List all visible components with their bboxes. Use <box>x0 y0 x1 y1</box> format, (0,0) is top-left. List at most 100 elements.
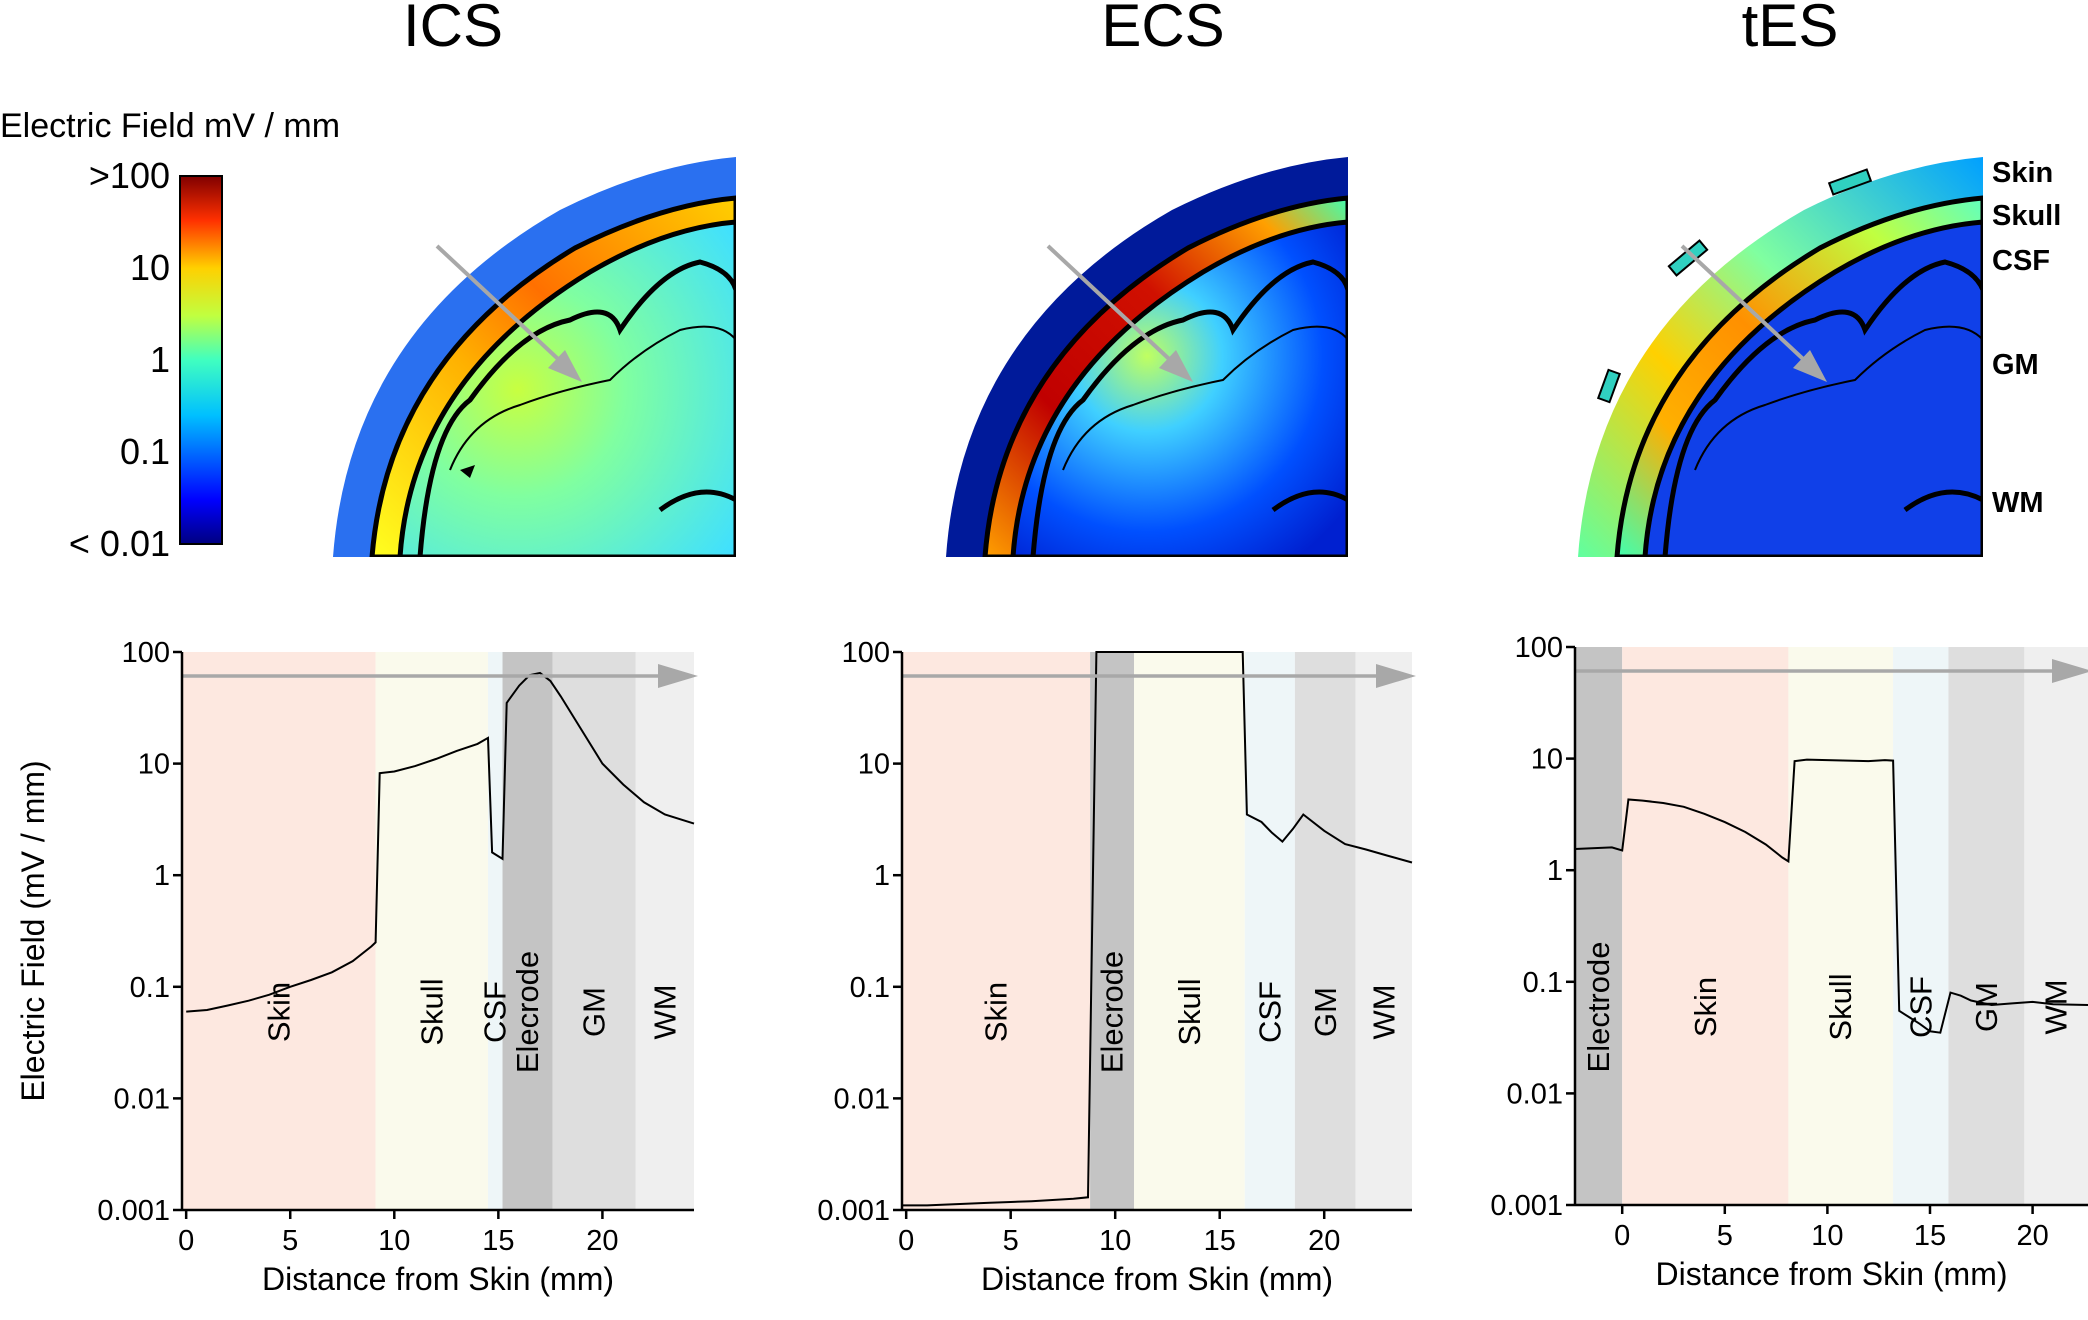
region-label-elecrode: Elecrode <box>510 951 545 1073</box>
region-label-csf: CSF <box>1903 976 1938 1038</box>
tissue-labels: Skin Skull CSF GM WM <box>1992 157 2061 519</box>
x-tick-label: 0 <box>898 1225 914 1257</box>
colorbar: Electric Field mV / mm >100 10 1 0.1 < 0.01 <box>0 107 340 564</box>
panel-title-ics: ICS <box>403 0 503 59</box>
x-tick-label: 15 <box>1204 1225 1236 1257</box>
electrode-pad <box>1667 239 1709 277</box>
region-label-wm: WM <box>2039 979 2074 1034</box>
brain-map-tes <box>1578 157 1983 557</box>
colorbar-tick-label: < 0.01 <box>69 523 170 564</box>
y-tick-label: 0.001 <box>817 1195 890 1227</box>
x-tick-label: 10 <box>378 1225 410 1257</box>
colorbar-gradient <box>179 175 223 545</box>
y-tick-label: 1 <box>154 860 170 892</box>
y-axis-title: Electric Field (mV / mm) <box>15 760 51 1101</box>
region-band-skin <box>182 652 376 1210</box>
probe-arrow-head <box>658 664 698 688</box>
region-label-electrode: Electrode <box>1581 942 1616 1073</box>
y-tick-label: 0.01 <box>834 1083 890 1115</box>
region-band-gm <box>552 652 636 1210</box>
chart-ecs: Skin Elecrode Skull CSF GM WM 0.001 0.01 0.1 1 10 1… <box>817 637 1416 1297</box>
y-tick-label: 0.01 <box>1507 1078 1563 1110</box>
region-label-skin: Skin <box>261 982 296 1042</box>
brain-arrow-tes <box>1680 244 1827 382</box>
x-tick-label: 15 <box>1914 1220 1946 1252</box>
y-tick-label: 1 <box>1547 855 1563 887</box>
x-tick-label: 20 <box>1308 1225 1340 1257</box>
probe-arrow-head <box>2052 659 2088 683</box>
brain-map-ics <box>333 157 736 557</box>
x-tick-label: 10 <box>1811 1220 1843 1252</box>
brain-map-ecs <box>946 157 1348 557</box>
colorbar-tick-label: >100 <box>89 155 170 196</box>
colorbar-tick-label: 10 <box>130 247 170 288</box>
region-label-skull: Skull <box>414 978 449 1045</box>
region-band-skull <box>1134 652 1245 1210</box>
region-label-wm: WM <box>1366 984 1401 1039</box>
region-band-skin <box>902 652 1091 1210</box>
y-tick-label: 0.1 <box>130 972 170 1004</box>
region-label-gm: GM <box>577 987 612 1037</box>
tissue-label-skin: Skin <box>1992 157 2053 189</box>
x-axis-title: Distance from Skin (mm) <box>981 1261 1333 1297</box>
region-label-skull: Skull <box>1823 973 1858 1040</box>
tissue-label-gm: GM <box>1992 349 2039 381</box>
region-label-wm: WM <box>647 984 682 1039</box>
x-tick-label: 5 <box>1003 1225 1019 1257</box>
region-band-elecrode <box>1090 652 1135 1210</box>
chart-tes: Electrode Skin Skull CSF GM WM 0.001 0.01 0.1 1 10… <box>1490 632 2088 1292</box>
colorbar-tick-label: 0.1 <box>120 431 170 472</box>
y-tick-label: 0.1 <box>1523 967 1563 999</box>
region-band-wm <box>1355 652 1412 1210</box>
x-tick-label: 5 <box>1717 1220 1733 1252</box>
y-tick-label: 0.001 <box>1490 1190 1563 1222</box>
electrode-pad <box>1827 168 1873 196</box>
field-line <box>186 671 695 1013</box>
colorbar-title: Electric Field mV / mm <box>0 107 340 145</box>
region-band-wm <box>635 652 694 1210</box>
region-band-csf <box>1893 647 1949 1205</box>
x-tick-label: 0 <box>1614 1220 1630 1252</box>
x-tick-label: 5 <box>282 1225 298 1257</box>
region-band-elecrode <box>502 652 553 1210</box>
x-tick-label: 20 <box>586 1225 618 1257</box>
region-label-skin: Skin <box>1688 977 1723 1037</box>
electrode-pads-tes <box>1596 168 1873 404</box>
y-tick-label: 10 <box>1531 744 1563 776</box>
y-tick-label: 100 <box>1515 632 1563 664</box>
y-tick-label: 100 <box>122 637 170 669</box>
brain-arrow-ics <box>435 244 582 382</box>
region-label-gm: GM <box>1969 982 2004 1032</box>
region-band-gm <box>1294 652 1356 1210</box>
region-label-gm: GM <box>1308 987 1343 1037</box>
field-line <box>1574 758 2088 1034</box>
region-band-csf <box>1244 652 1295 1210</box>
probe-arrow-head <box>1376 664 1416 688</box>
region-band-skin <box>1622 647 1789 1205</box>
y-tick-label: 10 <box>858 749 890 781</box>
x-tick-label: 10 <box>1099 1225 1131 1257</box>
y-tick-label: 1 <box>874 860 890 892</box>
region-label-csf: CSF <box>478 981 513 1043</box>
tissue-label-wm: WM <box>1992 487 2044 519</box>
brain-arrow-ecs <box>1046 244 1193 382</box>
region-label-skull: Skull <box>1172 978 1207 1045</box>
region-label-elecrode: Elecrode <box>1095 951 1130 1073</box>
region-band-electrode <box>1575 647 1623 1205</box>
region-band-csf <box>487 652 503 1210</box>
x-tick-label: 0 <box>178 1225 194 1257</box>
x-axis-title: Distance from Skin (mm) <box>262 1261 614 1297</box>
x-tick-label: 15 <box>482 1225 514 1257</box>
tissue-label-csf: CSF <box>1992 245 2050 277</box>
y-tick-label: 0.01 <box>114 1083 170 1115</box>
x-axis-title: Distance from Skin (mm) <box>1655 1256 2007 1292</box>
region-band-skull <box>375 652 488 1210</box>
region-band-wm <box>2024 647 2088 1205</box>
region-band-skull <box>1788 647 1894 1205</box>
y-tick-label: 10 <box>138 749 170 781</box>
panel-title-ecs: ECS <box>1101 0 1224 59</box>
tissue-label-skull: Skull <box>1992 200 2061 232</box>
